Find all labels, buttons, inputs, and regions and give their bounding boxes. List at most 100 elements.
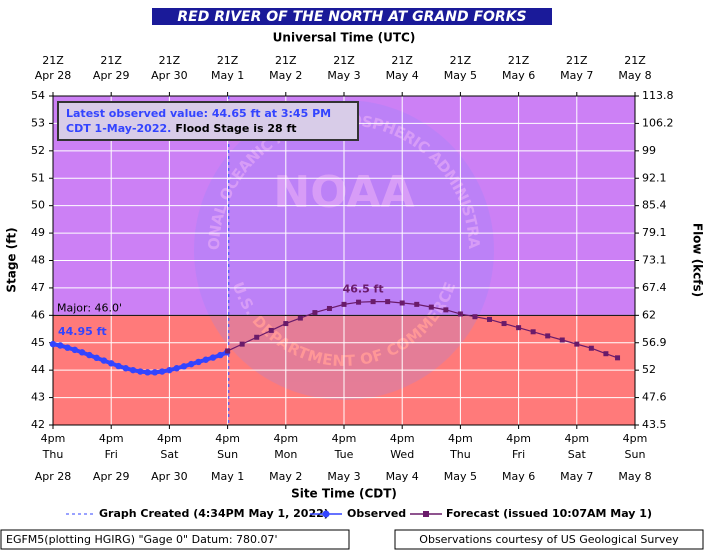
x-tick-label: 4pm [390,432,415,445]
x-tick-date: Apr 30 [151,470,188,483]
forecast-point [530,329,536,335]
x-tick-date: May 3 [327,470,360,483]
forecast-point [399,300,405,306]
x-tick-day: Sat [160,448,179,461]
observed-point [129,366,137,374]
x-tick-label: 4pm [157,432,182,445]
major-label: Major: 46.0' [57,301,122,314]
y2-tick-label: 56.9 [642,336,667,349]
info-box [57,101,359,141]
forecast-point [487,316,492,322]
x-tick-label: 4pm [448,432,473,445]
x-tick-day: Thu [42,448,64,461]
forecast-point [297,315,303,321]
y2-tick-label: 113.8 [642,89,674,102]
top-x-tick-label: 21Z [100,54,122,67]
y-tick-label: 44 [31,363,45,376]
y-axis-label: Stage (ft) [5,227,19,292]
top-x-tick-date: May 4 [386,69,419,82]
x-tick-day: Fri [105,448,118,461]
top-x-tick-date: Apr 30 [151,69,188,82]
top-x-tick-date: May 8 [618,69,651,82]
y-tick-label: 46 [31,308,45,321]
x-tick-label: 4pm [273,432,298,445]
observed-point [217,351,224,359]
x-tick-day: Mon [274,448,297,461]
y-tick-label: 51 [31,171,45,184]
top-x-tick-label: 21Z [508,54,530,67]
top-x-tick-label: 21Z [159,54,181,67]
top-x-tick-date: May 1 [211,69,244,82]
y-tick-label: 50 [31,199,45,212]
top-x-tick-label: 21Z [217,54,239,67]
x-axis-label: Site Time (CDT) [291,487,397,501]
forecast-point [588,345,594,351]
forecast-point [239,341,245,347]
legend-label: Observed [347,507,406,520]
top-x-tick-date: May 5 [444,69,477,82]
forecast-point [326,305,332,311]
x-tick-date: Apr 28 [35,470,72,483]
annotation: 44.95 ft [58,325,107,338]
observed-point [100,357,108,364]
x-tick-date: May 7 [560,470,593,483]
observed-point [115,362,122,370]
legend-label: Forecast (issued 10:07AM May 1) [446,507,652,520]
annotation: 46.5 ft [343,283,384,296]
info-date: CDT 1-May-2022. [66,122,171,135]
observed-point [202,356,209,363]
y2-tick-label: 92.1 [642,171,667,184]
y2-tick-label: 99 [642,144,656,157]
y-tick-label: 45 [31,336,45,349]
x-tick-label: 4pm [332,432,357,445]
x-tick-day: Sun [625,448,646,461]
forecast-point [443,307,449,313]
y2-tick-label: 73.1 [642,254,667,267]
forecast-point [385,299,391,305]
footer-right: Observations courtesy of US Geological S… [419,533,679,546]
legend-label: Graph Created (4:34PM May 1, 2022) [99,507,329,520]
top-x-tick-date: Apr 28 [35,69,72,82]
forecast-point [341,301,347,307]
y2-tick-label: 43.5 [642,418,667,431]
y2-tick-label: 52 [642,363,656,376]
y-tick-label: 47 [31,281,45,294]
x-tick-date: May 5 [444,470,477,483]
y2-tick-label: 79.1 [642,226,667,239]
forecast-point [268,327,274,333]
y-tick-label: 43 [31,391,45,404]
observed-point [158,368,166,375]
x-tick-day: Sun [217,448,238,461]
y2-tick-label: 67.4 [642,281,667,294]
plot-frame [52,95,636,426]
y-tick-label: 53 [31,116,45,129]
x-tick-day: Wed [390,448,414,461]
forecast-point [574,341,580,347]
footer-box [0,529,350,550]
forecast-point [370,299,376,305]
top-x-tick-label: 21Z [391,54,413,67]
footer-left: EGFM5(plotting HGIRG) "Gage 0" Datum: 78… [6,533,278,546]
chart-title: RED RIVER OF THE NORTH AT GRAND FORKS [177,9,526,25]
y-tick-label: 54 [31,89,45,102]
info-flood-stage: Flood Stage is 28 ft [175,122,296,135]
x-tick-day: Thu [449,448,471,461]
observed-point [78,349,86,356]
top-x-tick-date: May 3 [327,69,360,82]
y2-tick-label: 47.6 [642,391,667,404]
observed-point [151,369,159,376]
forecast-point [559,337,565,343]
footer-box [394,529,704,550]
observed-point [173,365,180,372]
forecast-point [254,334,260,340]
observed-point [166,366,173,374]
forecast-point [312,310,318,316]
legend-swatch [322,510,330,518]
top-x-tick-date: May 6 [502,69,535,82]
observed-point [188,360,195,368]
forecast-point [428,304,434,310]
x-tick-date: May 6 [502,470,535,483]
y-tick-label: 49 [31,226,45,239]
top-x-tick-date: May 2 [269,69,302,82]
